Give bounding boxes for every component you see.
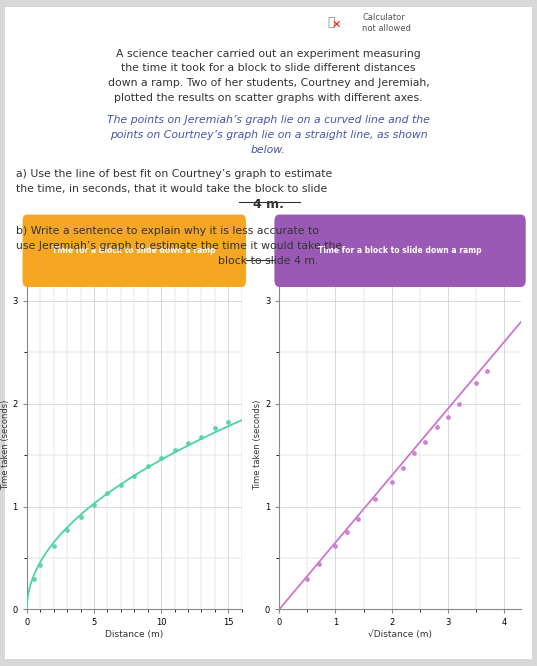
Point xyxy=(398,462,407,473)
Point xyxy=(314,559,323,569)
Text: 🖩: 🖩 xyxy=(328,16,335,29)
Text: not allowed: not allowed xyxy=(362,24,411,33)
Text: Time for a block to slide down a ramp: Time for a block to slide down a ramp xyxy=(53,246,216,255)
Point xyxy=(36,560,45,571)
Text: the time it took for a block to slide different distances: the time it took for a block to slide di… xyxy=(121,63,416,73)
Text: down a ramp. Two of her students, Courtney and Jeremiah,: down a ramp. Two of her students, Courtn… xyxy=(107,78,430,88)
Point xyxy=(76,511,85,522)
Text: Bookwork code: 5C: Bookwork code: 5C xyxy=(169,17,282,28)
Text: below.: below. xyxy=(251,145,286,155)
Point xyxy=(157,453,165,464)
Point xyxy=(170,445,179,456)
Point xyxy=(224,417,233,428)
Y-axis label: Time taken (seconds): Time taken (seconds) xyxy=(253,400,262,490)
Text: plotted the results on scatter graphs with different axes.: plotted the results on scatter graphs wi… xyxy=(114,93,423,103)
Point xyxy=(483,366,491,376)
Point xyxy=(343,527,351,537)
Text: points on Courtney’s graph lie on a straight line, as shown: points on Courtney’s graph lie on a stra… xyxy=(110,130,427,140)
FancyBboxPatch shape xyxy=(274,214,526,287)
Y-axis label: Time taken (seconds): Time taken (seconds) xyxy=(1,400,10,490)
Point xyxy=(29,573,38,584)
Text: a) Use the line of best fit on Courtney’s graph to estimate: a) Use the line of best fit on Courtney’… xyxy=(16,169,332,179)
Point xyxy=(331,540,340,551)
Point xyxy=(211,423,219,434)
Point xyxy=(63,525,71,535)
Point xyxy=(354,513,362,524)
Point xyxy=(49,540,58,551)
Point xyxy=(197,432,206,442)
Point xyxy=(387,477,396,488)
Point xyxy=(471,378,480,388)
Point xyxy=(130,470,139,481)
X-axis label: Distance (m): Distance (m) xyxy=(105,630,163,639)
Point xyxy=(303,573,311,584)
Text: use Jeremiah’s graph to estimate the time it would take the: use Jeremiah’s graph to estimate the tim… xyxy=(16,241,342,251)
Text: Calculator: Calculator xyxy=(362,13,405,23)
Point xyxy=(444,412,452,422)
Text: ✕: ✕ xyxy=(332,19,342,30)
Text: block to slide 4 m.: block to slide 4 m. xyxy=(219,256,318,266)
Point xyxy=(90,500,98,510)
Point xyxy=(117,480,125,490)
Point xyxy=(455,398,463,409)
Point xyxy=(103,488,112,499)
Point xyxy=(143,461,152,472)
FancyBboxPatch shape xyxy=(23,214,246,287)
Point xyxy=(410,448,418,458)
Text: the time, in seconds, that it would take the block to slide: the time, in seconds, that it would take… xyxy=(16,184,328,194)
Text: The points on Jeremiah’s graph lie on a curved line and the: The points on Jeremiah’s graph lie on a … xyxy=(107,115,430,125)
Point xyxy=(184,438,192,448)
Point xyxy=(421,436,430,447)
Text: 4 m.: 4 m. xyxy=(253,198,284,212)
Text: b) Write a sentence to explain why it is less accurate to: b) Write a sentence to explain why it is… xyxy=(16,226,319,236)
Point xyxy=(371,494,379,505)
Text: A science teacher carried out an experiment measuring: A science teacher carried out an experim… xyxy=(116,49,421,59)
Text: Jeremiah’s graph: Jeremiah’s graph xyxy=(87,270,182,280)
Point xyxy=(432,422,441,433)
Text: Time for a block to slide down a ramp: Time for a block to slide down a ramp xyxy=(318,246,482,255)
Text: Courtney’s graph: Courtney’s graph xyxy=(328,270,424,280)
X-axis label: √Distance (m): √Distance (m) xyxy=(368,630,432,639)
